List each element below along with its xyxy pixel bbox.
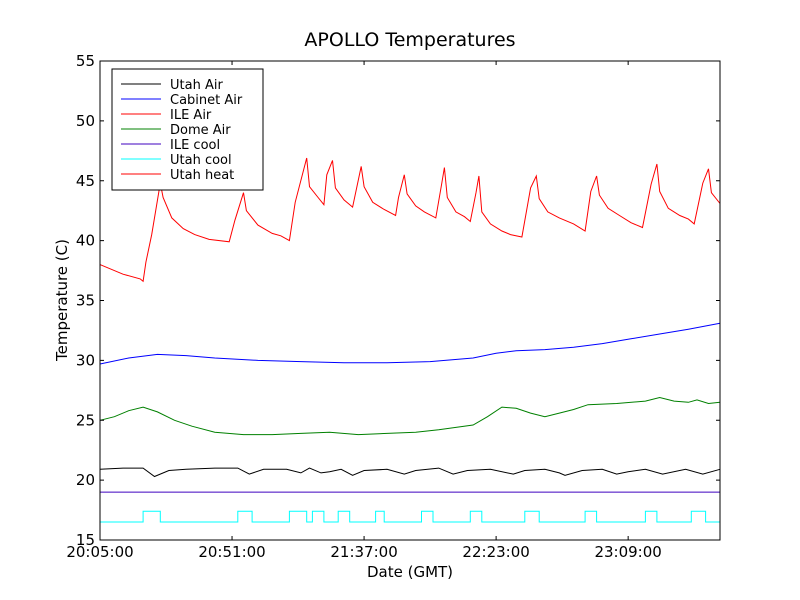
legend-label-ile-air: ILE Air bbox=[170, 108, 212, 123]
x-tick-label: 22:23:00 bbox=[462, 543, 529, 561]
legend-label-utah-heat: Utah heat bbox=[170, 168, 234, 183]
chart-title: APOLLO Temperatures bbox=[304, 29, 515, 51]
y-tick-label: 25 bbox=[76, 411, 95, 429]
series-layer bbox=[99, 157, 721, 523]
legend-label-utah-cool: Utah cool bbox=[170, 153, 232, 168]
x-tick-label: 20:51:00 bbox=[198, 543, 265, 561]
y-tick-label: 50 bbox=[76, 112, 95, 130]
y-tick-label: 55 bbox=[76, 52, 95, 70]
legend-label-ile-cool: ILE cool bbox=[170, 138, 220, 153]
series-line-utah-cool bbox=[100, 510, 720, 523]
legend-label-dome-air: Dome Air bbox=[170, 123, 231, 138]
series-line-utah-air bbox=[99, 467, 721, 478]
series-line-ile-air bbox=[99, 157, 721, 283]
y-tick-label: 30 bbox=[76, 351, 95, 369]
y-tick-label: 15 bbox=[76, 531, 95, 549]
y-axis-label: Temperature (C) bbox=[53, 239, 71, 362]
x-tick-label: 20:05:00 bbox=[66, 543, 133, 561]
ticks-layer: 15 20 25 30 35 40 45 50 55 20:05:00 20:51:00 21:37:… bbox=[66, 52, 720, 561]
x-tick-label: 23:09:00 bbox=[594, 543, 661, 561]
legend-label-utah-air: Utah Air bbox=[170, 78, 223, 93]
y-tick-label: 20 bbox=[76, 471, 95, 489]
y-tick-label: 45 bbox=[76, 172, 95, 190]
y-tick-label: 35 bbox=[76, 292, 95, 310]
series-line-cabinet-air bbox=[99, 322, 721, 365]
legend-label-cabinet-air: Cabinet Air bbox=[170, 93, 243, 108]
x-tick-label: 21:37:00 bbox=[330, 543, 397, 561]
y-tick-label: 40 bbox=[76, 232, 95, 250]
x-axis-label: Date (GMT) bbox=[367, 563, 453, 581]
series-line-dome-air bbox=[99, 396, 721, 436]
